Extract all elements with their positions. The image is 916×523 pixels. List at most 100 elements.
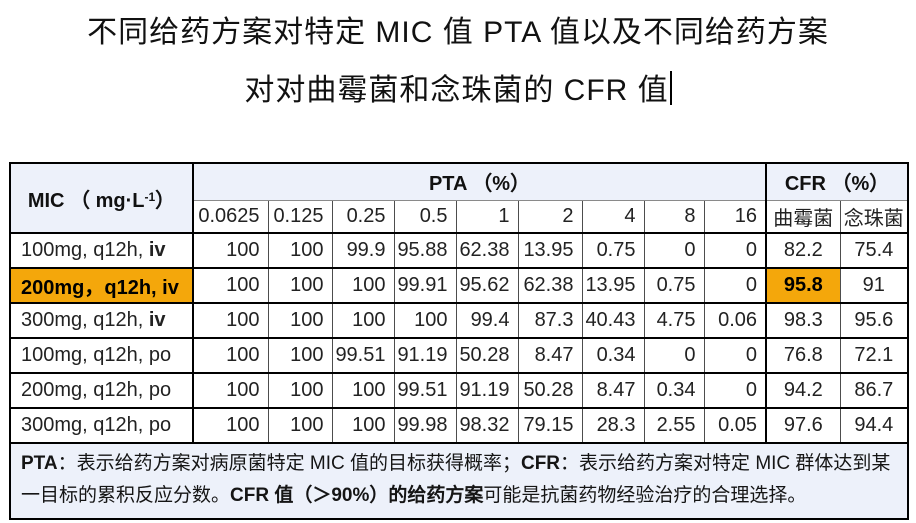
pta-header-cell[interactable]: PTA （%） <box>192 162 767 201</box>
pta-value-cell[interactable]: 50.28 <box>455 337 519 374</box>
pta-value-cell[interactable]: 91.19 <box>393 337 457 374</box>
pta-mic-column-header[interactable]: 0.25 <box>331 199 395 234</box>
pta-value-cell[interactable]: 87.3 <box>517 302 583 339</box>
cfr-value-cell[interactable]: 94.2 <box>765 372 841 409</box>
cfr-species-column-header[interactable]: 曲霉菌 <box>765 199 841 234</box>
regimen-label-part: 300mg, q12h, po <box>21 414 172 436</box>
cfr-header-cell[interactable]: CFR （%） <box>765 162 909 201</box>
pta-value-cell[interactable]: 8.47 <box>517 337 583 374</box>
cfr-value-cell[interactable]: 94.4 <box>839 407 909 444</box>
pta-value-cell[interactable]: 100 <box>267 407 333 444</box>
pta-value-cell[interactable]: 62.38 <box>517 267 583 304</box>
pta-value-cell[interactable]: 99.51 <box>393 372 457 409</box>
cfr-value-cell[interactable]: 95.6 <box>839 302 909 339</box>
table-footnote[interactable]: PTA：表示给药方案对病原菌特定 MIC 值的目标获得概率；CFR：表示给药方案… <box>9 442 909 520</box>
pta-value-cell[interactable]: 2.55 <box>643 407 705 444</box>
pta-value-cell[interactable]: 28.3 <box>581 407 645 444</box>
regimen-label-cell[interactable]: 200mg，q12h, iv <box>9 267 194 304</box>
pta-value-cell[interactable]: 95.62 <box>455 267 519 304</box>
pta-mic-column-header[interactable]: 0.125 <box>267 199 333 234</box>
cfr-value-cell[interactable]: 95.8 <box>765 267 841 304</box>
pta-value-cell[interactable]: 99.98 <box>393 407 457 444</box>
pta-value-cell[interactable]: 8.47 <box>581 372 645 409</box>
mic-header-cell[interactable]: MIC （ mg·L-1） <box>9 162 194 234</box>
pta-value-cell[interactable]: 13.95 <box>581 267 645 304</box>
regimen-label-part: 200mg，q12h, iv <box>21 277 179 299</box>
pta-mic-column-header[interactable]: 0.5 <box>393 199 457 234</box>
pta-mic-column-header[interactable]: 4 <box>581 199 645 234</box>
pta-value-cell[interactable]: 99.91 <box>393 267 457 304</box>
footnote-text-part: ：表示给药方案对特定 MIC 群体达到某一目标的累积反应分数。 <box>21 453 891 506</box>
pta-value-cell[interactable]: 40.43 <box>581 302 645 339</box>
pta-value-cell[interactable]: 95.88 <box>393 232 457 269</box>
title-line-2[interactable]: 对对曲霉菌和念珠菌的 CFR 值 <box>0 68 916 114</box>
mic-label: MIC （ <box>27 189 96 212</box>
document-title: 不同给药方案对特定 MIC 值 PTA 值以及不同给药方案 对对曲霉菌和念珠菌的… <box>0 0 916 114</box>
pta-value-cell[interactable]: 0 <box>643 337 705 374</box>
title-line-1[interactable]: 不同给药方案对特定 MIC 值 PTA 值以及不同给药方案 <box>87 16 829 49</box>
pta-value-cell[interactable]: 100 <box>393 302 457 339</box>
pta-value-cell[interactable]: 100 <box>331 407 395 444</box>
pta-value-cell[interactable]: 100 <box>192 407 269 444</box>
pta-value-cell[interactable]: 100 <box>331 302 395 339</box>
pta-value-cell[interactable]: 62.38 <box>455 232 519 269</box>
regimen-label-cell[interactable]: 100mg, q12h, iv <box>9 232 194 269</box>
cfr-value-cell[interactable]: 72.1 <box>839 337 909 374</box>
pta-value-cell[interactable]: 0.06 <box>703 302 767 339</box>
cfr-value-cell[interactable]: 82.2 <box>765 232 841 269</box>
pta-value-cell[interactable]: 0 <box>703 372 767 409</box>
pta-value-cell[interactable]: 0 <box>703 232 767 269</box>
pta-value-cell[interactable]: 4.75 <box>643 302 705 339</box>
cfr-species-column-header[interactable]: 念珠菌 <box>839 199 909 234</box>
cfr-value-cell[interactable]: 91 <box>839 267 909 304</box>
pta-value-cell[interactable]: 99.51 <box>331 337 395 374</box>
pta-value-cell[interactable]: 100 <box>267 302 333 339</box>
pta-value-cell[interactable]: 50.28 <box>517 372 583 409</box>
pta-value-cell[interactable]: 100 <box>331 372 395 409</box>
footnote-text-part: 可能是抗菌药物经验治疗的合理选择。 <box>483 485 807 506</box>
pta-value-cell[interactable]: 100 <box>192 337 269 374</box>
cfr-value-cell[interactable]: 86.7 <box>839 372 909 409</box>
pta-value-cell[interactable]: 0.05 <box>703 407 767 444</box>
pta-value-cell[interactable]: 100 <box>267 267 333 304</box>
pta-mic-column-header[interactable]: 8 <box>643 199 705 234</box>
title-line-2-text: 对对曲霉菌和念珠菌的 CFR 值 <box>244 74 669 107</box>
cfr-value-cell[interactable]: 75.4 <box>839 232 909 269</box>
cfr-value-cell[interactable]: 97.6 <box>765 407 841 444</box>
footnote-text-part: CFR 值（＞90%）的给药方案 <box>230 485 484 506</box>
pta-mic-column-header[interactable]: 0.0625 <box>192 199 269 234</box>
pta-value-cell[interactable]: 100 <box>192 302 269 339</box>
pta-value-cell[interactable]: 0.34 <box>643 372 705 409</box>
regimen-label-cell[interactable]: 200mg, q12h, po <box>9 372 194 409</box>
pta-value-cell[interactable]: 100 <box>267 372 333 409</box>
pta-value-cell[interactable]: 13.95 <box>517 232 583 269</box>
pta-mic-column-header[interactable]: 2 <box>517 199 583 234</box>
pta-mic-column-header[interactable]: 16 <box>703 199 767 234</box>
pta-mic-column-header[interactable]: 1 <box>455 199 519 234</box>
pta-value-cell[interactable]: 99.4 <box>455 302 519 339</box>
pta-value-cell[interactable]: 0.75 <box>581 232 645 269</box>
cfr-value-cell[interactable]: 98.3 <box>765 302 841 339</box>
pta-value-cell[interactable]: 100 <box>331 267 395 304</box>
pta-value-cell[interactable]: 0 <box>643 232 705 269</box>
pta-value-cell[interactable]: 91.19 <box>455 372 519 409</box>
pta-value-cell[interactable]: 0 <box>703 267 767 304</box>
regimen-label-cell[interactable]: 300mg, q12h, iv <box>9 302 194 339</box>
cfr-value-cell[interactable]: 76.8 <box>765 337 841 374</box>
regimen-label-part: 100mg, q12h, <box>21 239 149 261</box>
pta-value-cell[interactable]: 100 <box>192 267 269 304</box>
pta-value-cell[interactable]: 100 <box>192 372 269 409</box>
pta-value-cell[interactable]: 99.9 <box>331 232 395 269</box>
text-cursor <box>669 71 672 105</box>
pta-value-cell[interactable]: 0.75 <box>643 267 705 304</box>
pta-value-cell[interactable]: 98.32 <box>455 407 519 444</box>
regimen-label-cell[interactable]: 300mg, q12h, po <box>9 407 194 444</box>
pta-value-cell[interactable]: 100 <box>267 232 333 269</box>
pta-value-cell[interactable]: 79.15 <box>517 407 583 444</box>
pta-value-cell[interactable]: 100 <box>192 232 269 269</box>
regimen-label-cell[interactable]: 100mg, q12h, po <box>9 337 194 374</box>
pta-value-cell[interactable]: 0.34 <box>581 337 645 374</box>
pta-value-cell[interactable]: 0 <box>703 337 767 374</box>
pta-value-cell[interactable]: 100 <box>267 337 333 374</box>
